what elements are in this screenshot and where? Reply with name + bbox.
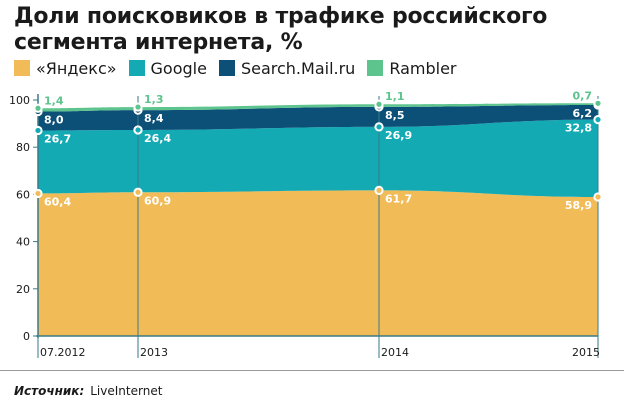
x-tick-label: 2013: [140, 346, 168, 359]
data-label: 32,8: [565, 122, 592, 135]
data-point-marker: [374, 122, 384, 132]
area-mail: [38, 104, 598, 131]
chart-title: Доли поисковиков в трафике российского с…: [14, 4, 548, 55]
y-tick-label: 40: [16, 236, 30, 249]
data-point-marker: [133, 102, 143, 112]
y-tick-label: 0: [23, 330, 30, 343]
legend-item-google: Google: [128, 58, 207, 78]
legend-swatch-mail: [218, 60, 235, 76]
legend-label-mail: Search.Mail.ru: [240, 58, 356, 78]
data-point-marker: [593, 98, 603, 108]
legend-item-rambler: Rambler: [367, 58, 457, 78]
data-label: 60,4: [44, 195, 71, 208]
data-point-marker: [33, 188, 43, 199]
x-tick-label: 2015: [572, 346, 600, 359]
legend-item-mail: Search.Mail.ru: [218, 58, 356, 78]
y-tick-label: 80: [16, 141, 30, 154]
y-tick-label: 20: [16, 283, 30, 296]
data-label: 26,7: [44, 132, 71, 145]
data-point-marker: [33, 103, 43, 113]
data-point-marker: [133, 187, 143, 197]
stacked-area-chart: 0 20 40 60 80 100 07.2012 2013 2014 2015 60,4 60,9 6…: [9, 89, 603, 359]
data-point-marker: [593, 114, 603, 125]
data-label: 8,5: [385, 109, 405, 122]
legend-swatch-rambler: [367, 60, 384, 76]
source-line: Источник: LiveInternet: [14, 384, 162, 398]
source-value: LiveInternet: [90, 384, 163, 398]
area-rambler: [38, 103, 598, 112]
legend-item-yandex: «Яндекс»: [14, 59, 117, 78]
source-label: Источник:: [14, 384, 85, 398]
legend-label-rambler: Rambler: [389, 58, 457, 78]
data-label: 1,1: [385, 90, 405, 103]
data-label: 61,7: [385, 192, 412, 205]
data-label: 8,0: [44, 114, 64, 127]
y-tick-label: 60: [16, 188, 30, 201]
y-tick-label: 100: [9, 94, 30, 107]
data-label: 26,4: [144, 132, 171, 145]
data-point-marker: [374, 99, 384, 109]
legend: «Яндекс» Google Search.Mail.ru Rambler: [14, 58, 457, 78]
data-label: 26,9: [385, 129, 412, 142]
data-label: 60,9: [144, 194, 171, 207]
legend-label-google: Google: [150, 58, 207, 78]
data-label: 0,7: [573, 89, 593, 102]
data-point-marker: [133, 125, 143, 135]
data-point-marker: [374, 185, 384, 195]
area-yandex: [38, 190, 598, 336]
data-point-marker: [33, 125, 43, 136]
x-tick-label: 07.2012: [40, 346, 86, 359]
footer-divider: [0, 370, 624, 371]
legend-swatch-google: [128, 60, 145, 76]
data-label: 6,2: [573, 107, 593, 120]
area-google: [38, 119, 598, 197]
x-tick-label: 2014: [381, 346, 409, 359]
data-label: 1,3: [144, 93, 164, 106]
data-label: 8,4: [144, 112, 164, 125]
legend-label-yandex: «Яндекс»: [36, 58, 117, 78]
legend-swatch-yandex: [14, 60, 30, 76]
data-point-marker: [593, 192, 603, 202]
data-label: 1,4: [44, 94, 64, 107]
data-label: 58,9: [565, 199, 592, 212]
